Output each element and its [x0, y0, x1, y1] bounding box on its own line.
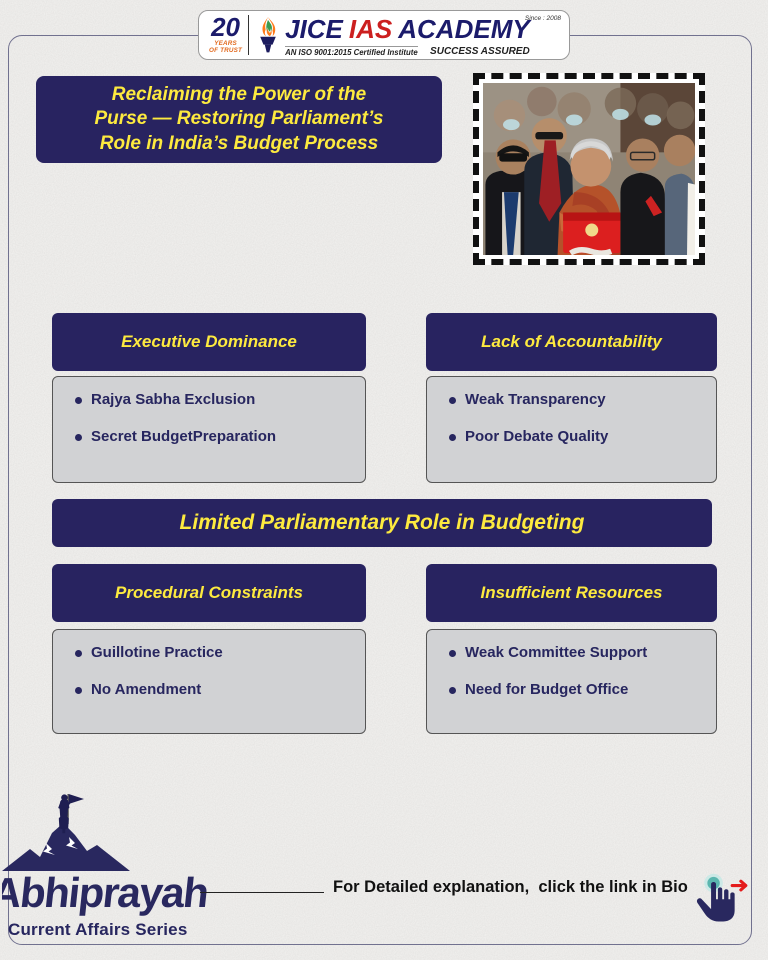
- svg-text:Abhiprayah: Abhiprayah: [2, 869, 210, 916]
